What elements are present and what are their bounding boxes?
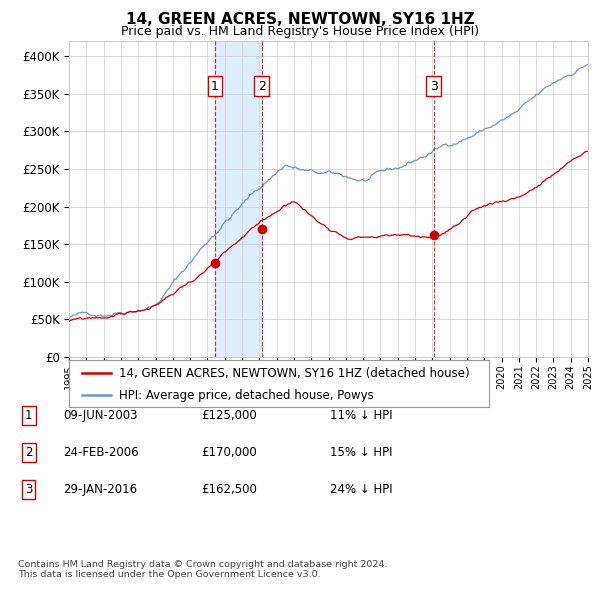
Text: £125,000: £125,000 [201,409,257,422]
Text: Price paid vs. HM Land Registry's House Price Index (HPI): Price paid vs. HM Land Registry's House … [121,25,479,38]
Text: 14, GREEN ACRES, NEWTOWN, SY16 1HZ: 14, GREEN ACRES, NEWTOWN, SY16 1HZ [125,12,475,27]
Bar [215,41,262,357]
Text: £170,000: £170,000 [201,446,257,459]
Text: 1: 1 [25,409,32,422]
Text: 15% ↓ HPI: 15% ↓ HPI [330,446,392,459]
Text: Contains HM Land Registry data © Crown copyright and database right 2024.
This d: Contains HM Land Registry data © Crown c… [18,560,388,579]
Text: £162,500: £162,500 [201,483,257,496]
Text: 3: 3 [430,80,437,93]
Text: 09-JUN-2003: 09-JUN-2003 [63,409,137,422]
Text: 11% ↓ HPI: 11% ↓ HPI [330,409,392,422]
Text: HPI: Average price, detached house, Powys: HPI: Average price, detached house, Powy… [119,389,374,402]
Text: 29-JAN-2016: 29-JAN-2016 [63,483,137,496]
Text: 3: 3 [25,483,32,496]
Text: 14, GREEN ACRES, NEWTOWN, SY16 1HZ (detached house): 14, GREEN ACRES, NEWTOWN, SY16 1HZ (deta… [119,366,470,379]
Text: 24-FEB-2006: 24-FEB-2006 [63,446,139,459]
Text: 24% ↓ HPI: 24% ↓ HPI [330,483,392,496]
Text: 2: 2 [25,446,32,459]
Text: 1: 1 [211,80,219,93]
Text: 2: 2 [258,80,266,93]
